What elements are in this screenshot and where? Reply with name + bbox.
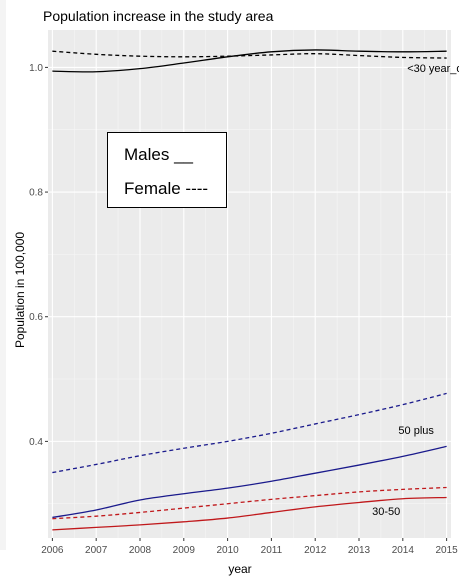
series-line-50-plus-female [52, 392, 447, 474]
series-line-30-50-male [52, 496, 447, 531]
series-line-50-plus-male [52, 445, 447, 519]
legend-entry-female: Female ---- [124, 179, 209, 198]
series-annotation: <30 year_olds [407, 63, 459, 75]
x-tick-label: 2007 [85, 545, 108, 556]
legend-entry-males: Males __ [124, 145, 193, 164]
y-tick-label: 1.0 [29, 63, 43, 74]
y-tick-label: 0.8 [29, 188, 43, 199]
x-tick-label: 2008 [129, 545, 152, 556]
grid-lines [48, 30, 451, 538]
y-tick-label: 0.4 [29, 437, 43, 448]
x-tick-label: 2009 [173, 545, 196, 556]
legend: Males __ Female ---- [107, 132, 227, 208]
y-axis-ticks: 0.4 0.6 0.8 1.0 [29, 63, 48, 448]
series-annotation: 50 plus [398, 425, 434, 437]
x-axis-title: year [228, 562, 251, 576]
series-line-30-year-olds-male [52, 49, 447, 73]
series-lines [52, 49, 447, 531]
x-tick-label: 2015 [435, 545, 458, 556]
x-tick-label: 2010 [216, 545, 239, 556]
series-line-30-50-female [52, 486, 447, 520]
x-axis-ticks: 2006 2007 2008 2009 2010 2011 2012 2013 2014 2015 [41, 538, 458, 556]
series-annotation: 30-50 [372, 506, 400, 518]
series-annotations: <30 year_olds 50 plus 30-50 [372, 63, 459, 518]
chart-title: Population increase in the study area [43, 8, 274, 24]
x-tick-label: 2012 [304, 545, 327, 556]
x-tick-label: 2011 [261, 545, 283, 556]
x-tick-label: 2006 [41, 545, 64, 556]
y-axis-title: Population in 100,000 [13, 232, 27, 348]
x-tick-label: 2013 [348, 545, 371, 556]
left-edge-strip [0, 0, 6, 550]
y-tick-label: 0.6 [29, 312, 43, 323]
series-line-30-year-olds-female [52, 50, 447, 59]
x-tick-label: 2014 [392, 545, 415, 556]
